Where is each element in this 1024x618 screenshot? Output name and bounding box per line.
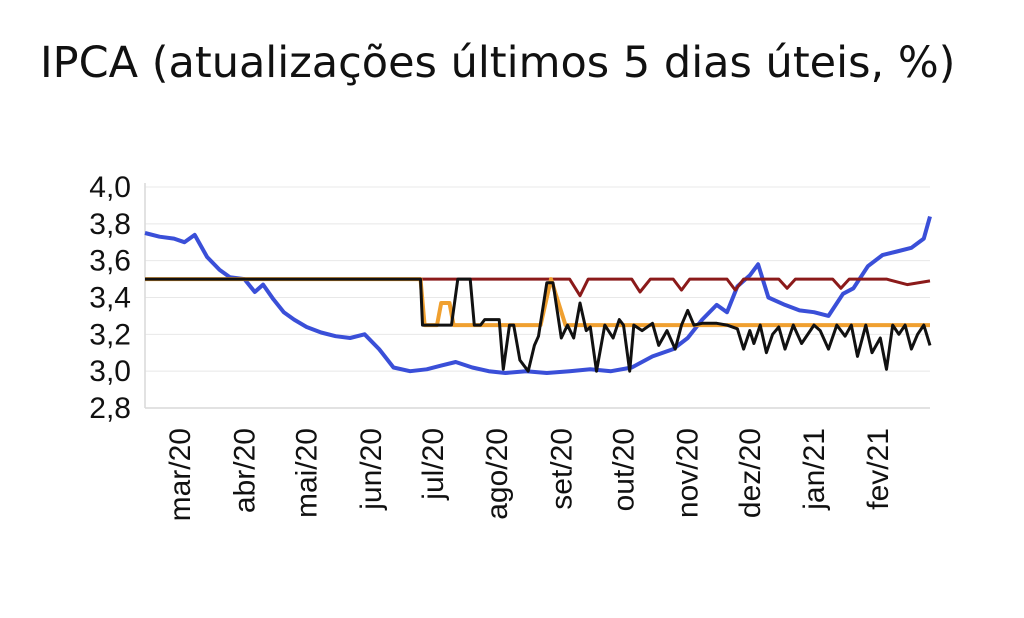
- x-tick-label: mai/20: [291, 428, 324, 518]
- x-tick-label: nov/20: [672, 428, 705, 518]
- y-tick-label: 3,4: [89, 282, 131, 315]
- y-tick-label: 3,8: [89, 208, 131, 241]
- x-tick-label: set/20: [545, 428, 578, 510]
- x-tick-label: ago/20: [481, 428, 514, 520]
- x-tick-label: abr/20: [228, 428, 261, 513]
- axes: [144, 183, 930, 409]
- y-tick-labels: 4,0 3,8 3,6 3,43,2 3,0 2,8: [89, 171, 131, 425]
- series-line-1: [145, 277, 931, 298]
- series-lines: [144, 215, 932, 375]
- series-line-3: [145, 277, 932, 373]
- x-tick-label: mar/20: [164, 428, 197, 521]
- x-tick-label: jun/20: [355, 428, 388, 511]
- chart-title: IPCA (atualizações últimos 5 dias úteis,…: [40, 38, 956, 88]
- y-tick-label: 4,0: [89, 171, 131, 204]
- y-tick-label: 3,0: [89, 355, 131, 388]
- y-tick-label: 2,8: [89, 392, 131, 425]
- grid-lines: [145, 186, 930, 409]
- x-tick-labels: mar/20 abr/20 mai/20 jun/20 jul/20 ago/20 set/…: [164, 428, 895, 521]
- x-tick-label: out/20: [608, 428, 641, 511]
- series-line-0: [144, 215, 932, 375]
- y-tick-label: 3,6: [89, 245, 131, 278]
- x-tick-label: fev/21: [862, 428, 895, 510]
- y-tick-label: 3,2: [89, 318, 131, 351]
- x-tick-label: dez/20: [734, 428, 767, 518]
- x-tick-label: jan/21: [798, 428, 831, 511]
- x-tick-label: jul/20: [417, 428, 450, 501]
